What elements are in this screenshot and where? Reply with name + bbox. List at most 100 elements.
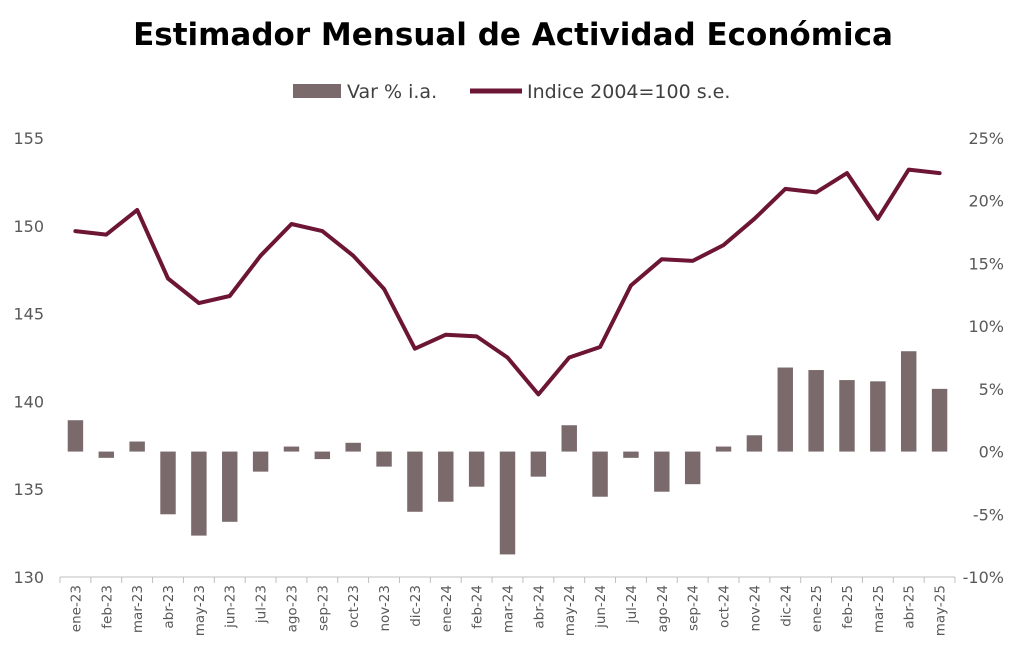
bar — [931, 388, 948, 452]
x-tick-label: oct-23 — [346, 585, 362, 628]
line-series — [73, 167, 942, 397]
bar — [592, 451, 608, 497]
line-point — [506, 356, 509, 359]
index-line — [73, 167, 942, 397]
line-point — [876, 217, 880, 221]
line-point — [722, 243, 726, 247]
x-tick-label: dic-23 — [408, 585, 424, 627]
x-tick-label: jul-23 — [254, 585, 270, 624]
bar — [684, 451, 701, 485]
line-point — [691, 259, 695, 263]
y-right-tick-label: -5% — [973, 505, 1004, 524]
bar — [715, 446, 732, 452]
line-point — [197, 301, 201, 305]
y-right-tick-label: 10% — [968, 317, 1004, 336]
bar — [808, 370, 824, 452]
legend-line-label: Indice 2004=100 s.e. — [527, 81, 730, 103]
bar — [314, 451, 331, 460]
bar — [468, 451, 485, 487]
x-tick-label: jun-23 — [223, 585, 239, 629]
bar — [438, 451, 454, 502]
line-point — [289, 222, 293, 226]
legend-bar-label: Var % i.a. — [347, 81, 437, 103]
bar — [129, 441, 145, 452]
y-right-tick-label: 5% — [979, 380, 1004, 399]
bar — [499, 451, 516, 555]
x-tick-label: mar-25 — [871, 585, 887, 633]
x-axis-ticks — [59, 577, 956, 583]
y-right-tick-label: 20% — [968, 192, 1004, 211]
x-tick-label: oct-24 — [717, 585, 733, 628]
bar — [160, 451, 176, 515]
x-tick-label: mar-23 — [130, 585, 146, 633]
x-tick-label: may-23 — [192, 585, 208, 636]
y-left-tick-label: 140 — [13, 392, 44, 411]
bar — [376, 451, 392, 467]
x-tick-label: mar-24 — [501, 585, 517, 633]
x-tick-label: abr-25 — [902, 585, 918, 629]
x-tick-label: feb-23 — [99, 585, 115, 629]
bar — [623, 451, 639, 458]
line-point — [845, 171, 849, 175]
line-point — [259, 254, 263, 258]
x-tick-label: nov-23 — [377, 585, 393, 632]
legend-bar-swatch — [293, 84, 341, 98]
x-axis-labels: ene-23 feb-23 mar-23 abr-23 may-23 jun-23 jul-… — [68, 585, 948, 636]
bar-series — [67, 351, 948, 555]
bar — [345, 442, 361, 452]
line-point — [752, 217, 756, 221]
bar — [561, 425, 577, 452]
line-point — [104, 233, 108, 237]
y-left-tick-label: 150 — [13, 217, 44, 236]
x-tick-label: ene-24 — [439, 585, 455, 632]
bar — [839, 380, 855, 452]
x-tick-label: sep-23 — [315, 585, 331, 631]
line-point — [783, 187, 787, 191]
bar — [900, 351, 917, 452]
line-point — [660, 257, 664, 261]
line-point — [73, 229, 77, 233]
y-left-tick-label: 145 — [13, 305, 44, 324]
legend: Var % i.a. Indice 2004=100 s.e. — [293, 81, 730, 103]
bar — [746, 435, 763, 452]
line-point — [413, 347, 417, 351]
y-axis-right: -10% -5% 0% 5% 10% 15% 20% 25% — [963, 129, 1004, 587]
line-point — [475, 334, 479, 338]
line-point — [228, 294, 232, 298]
x-tick-label: ago-23 — [284, 585, 300, 632]
bar — [252, 451, 269, 472]
bar — [407, 451, 423, 512]
x-tick-label: may-24 — [562, 585, 578, 636]
y-left-tick-label: 155 — [13, 129, 44, 148]
y-right-tick-label: 15% — [968, 254, 1004, 273]
bar — [777, 367, 793, 452]
chart-title: Estimador Mensual de Actividad Económica — [133, 17, 893, 53]
x-tick-label: abr-23 — [161, 585, 177, 629]
line-point — [629, 284, 633, 288]
y-right-tick-label: 25% — [968, 129, 1004, 148]
line-point — [351, 254, 355, 258]
line-point — [320, 229, 324, 233]
line-point — [382, 287, 386, 291]
x-tick-label: ene-25 — [809, 585, 825, 632]
x-tick-label: nov-24 — [747, 585, 763, 632]
y-right-tick-label: 0% — [979, 443, 1004, 462]
bar — [654, 451, 670, 492]
x-tick-label: feb-24 — [470, 585, 486, 629]
line-point — [135, 208, 139, 212]
line-point — [567, 356, 571, 359]
y-axis-left: 130 135 140 145 150 155 — [13, 129, 44, 587]
line-point — [938, 171, 942, 175]
x-tick-label: ago-24 — [655, 585, 671, 632]
bar — [222, 451, 238, 522]
x-tick-label: jun-24 — [593, 585, 609, 629]
y-right-tick-label: -10% — [963, 568, 1004, 587]
bar — [98, 451, 115, 458]
x-tick-label: feb-25 — [840, 585, 856, 629]
line-point — [444, 333, 448, 337]
x-tick-label: dic-24 — [778, 585, 794, 627]
line-point — [536, 392, 540, 396]
line-point — [598, 345, 602, 349]
y-left-tick-label: 130 — [13, 568, 44, 587]
